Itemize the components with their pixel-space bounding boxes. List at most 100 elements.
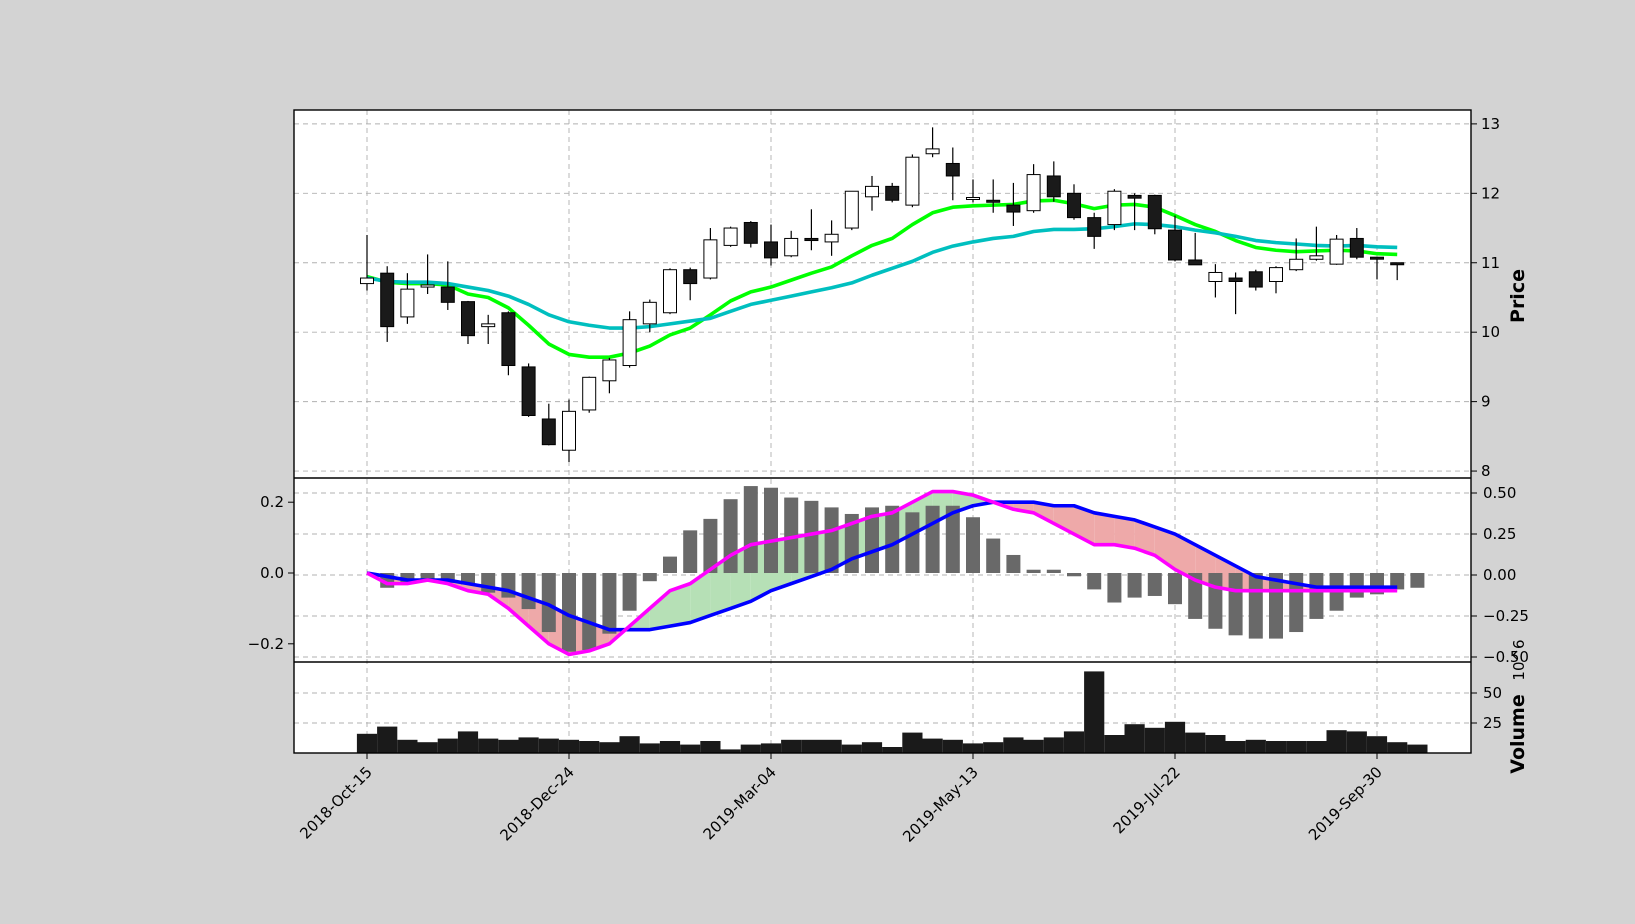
candle [1168,215,1182,262]
candle [784,230,799,258]
macd-fill-segment [1094,512,1115,545]
volume-bar [1286,741,1307,753]
candle-body [1087,217,1102,237]
candle [663,268,677,315]
macd-histogram [380,486,1425,652]
candle [1329,234,1344,265]
volume-bar [1245,739,1266,753]
grid-layer [294,110,1471,753]
candle [683,267,698,301]
volume-bar [1043,737,1064,753]
candle-body [663,269,677,314]
macd-histogram-bar [1026,569,1041,573]
candle [360,234,374,291]
macd-histogram-bar [440,573,455,583]
candle-body [1269,267,1283,283]
volume-bar [397,739,418,753]
candle [844,190,859,231]
volume-bar [1326,730,1347,753]
candle [622,311,637,368]
candle [1006,182,1021,226]
volume-bar [659,741,681,753]
x-tick-label: 2018-Dec-24 [496,763,577,844]
volume-bar [720,749,741,753]
macd-fill-segment [670,583,691,627]
candle-body [784,237,799,257]
macd-left-tick-label: 0.0 [260,564,284,582]
volume-bar [417,742,438,753]
macd-histogram-bar [582,573,597,651]
macd-histogram-bar [541,573,556,633]
volume-bar [1084,671,1105,753]
volume-bar [1306,741,1327,753]
moving-average-lines [366,198,1398,359]
macd-histogram-bar [622,573,637,611]
macd-histogram-bar [865,507,879,573]
candle-body [865,185,879,198]
candle-body [380,272,395,328]
candle [541,403,556,446]
volume-bar [356,733,378,753]
candle [1026,164,1041,213]
macd-histogram-bar [885,505,900,573]
candle-body [986,199,1001,203]
volume-bar [922,738,943,753]
volume-bar [1164,721,1186,753]
volume-bar [1205,735,1226,753]
macd-histogram-bar [1228,573,1243,636]
macd-histogram-bar [1087,573,1102,590]
candle-body [804,237,819,242]
price-tick-label: 13 [1481,115,1500,133]
macd-histogram-bar [703,518,718,573]
macd-histogram-bar [663,556,677,573]
volume-bar [538,738,559,753]
macd-fill-segment [1114,516,1135,549]
volume-bar [1144,727,1165,753]
volume-tick-label: 50 [1483,684,1502,702]
candle-body [885,185,900,201]
volume-scale-label: 10^6 [1510,639,1528,680]
candle-body [481,323,496,328]
macd-histogram-bar [1390,573,1405,590]
volume-bar [478,738,499,753]
volume-bars [356,671,1428,753]
macd-histogram-bar [925,505,940,573]
macd-signal-line [366,500,1398,632]
candle [1228,272,1243,315]
candle [1269,266,1283,294]
macd-right-tick-label: 0.00 [1483,566,1516,584]
candle [461,300,475,344]
candle-body [824,233,839,243]
candle [1046,161,1061,202]
candle-body [1208,271,1223,283]
macd-histogram-bar [521,573,536,610]
macd-histogram-bar [1046,569,1061,573]
candle [1188,232,1203,266]
macd-histogram-bar [966,517,980,573]
candle-body [582,376,597,411]
volume-tick-label: 25 [1483,714,1502,732]
candle-body [400,288,415,318]
price-tick-label: 9 [1481,393,1491,411]
macd-histogram-bar [1107,573,1122,603]
candle [420,254,435,294]
axes-frame [293,109,1472,754]
volume-bar [1407,744,1428,753]
volume-bar [680,744,701,753]
candle-body [420,284,435,288]
candle-body [925,148,940,155]
volume-bar [1346,731,1367,753]
macd-fill-segment [1134,519,1155,556]
candle [1349,228,1364,260]
candle [521,363,536,417]
macd-histogram-bar [804,500,819,573]
volume-bar [639,743,660,753]
candle-body [521,366,536,417]
candle [1370,256,1384,280]
volume-bar [457,731,479,753]
x-tick-label: 2019-Sep-30 [1305,763,1386,844]
candle-body [683,269,698,285]
candle [743,221,758,248]
candle [1127,193,1142,231]
macd-histogram-bar [743,486,758,573]
